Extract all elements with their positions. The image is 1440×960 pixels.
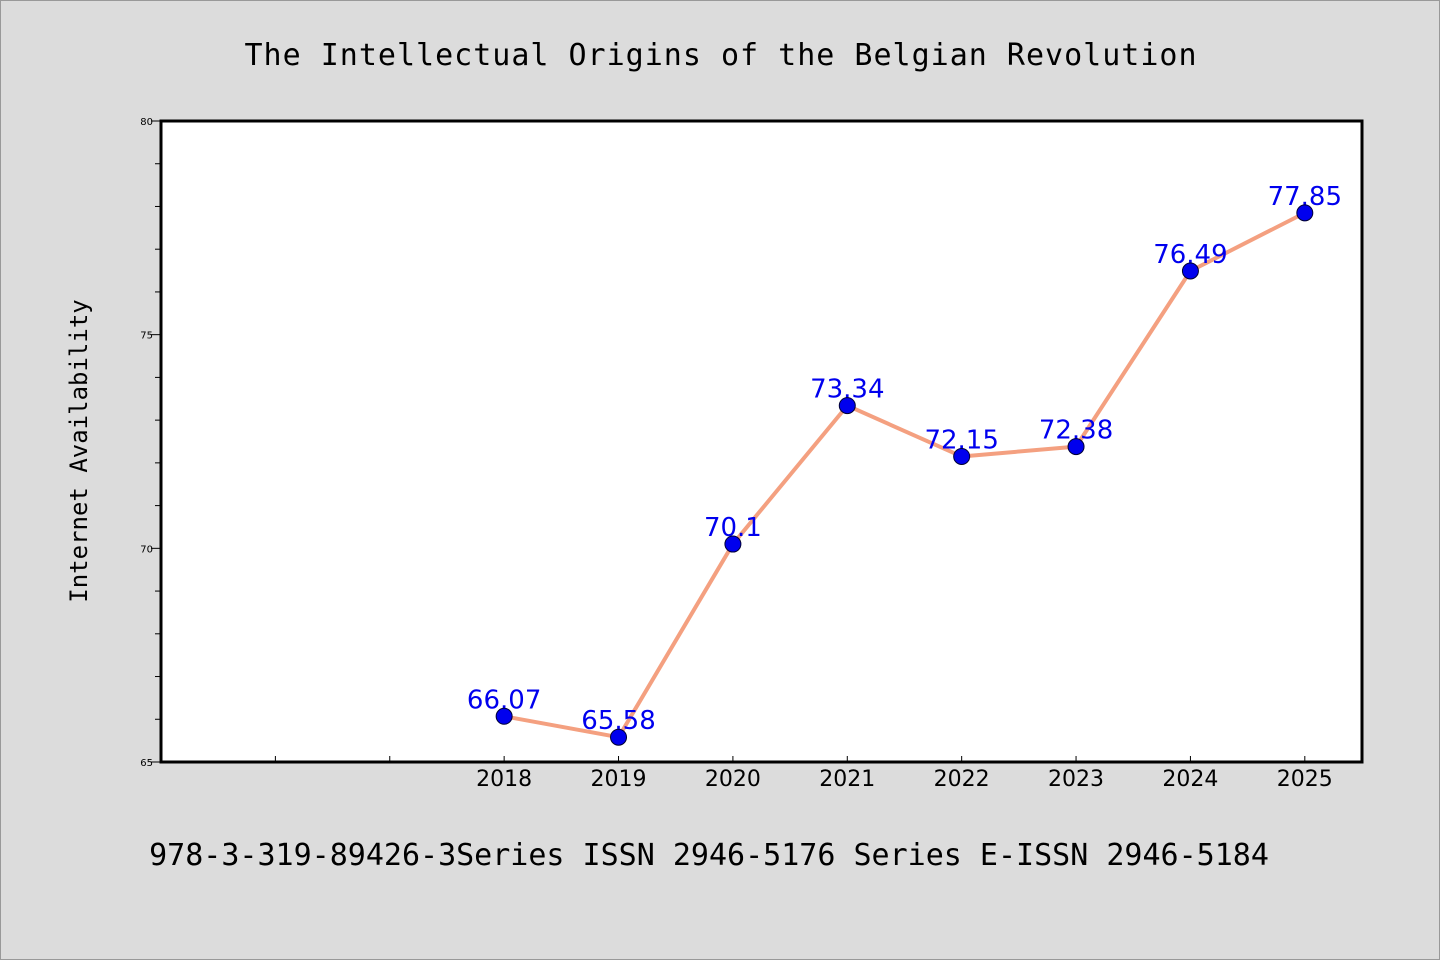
x-tick-label: 2025 <box>1277 767 1333 792</box>
y-tick-label: 75 <box>140 331 153 342</box>
data-point <box>838 397 856 415</box>
data-point <box>1067 438 1085 456</box>
plot-area <box>159 119 1364 764</box>
data-point <box>724 535 742 553</box>
x-tick-label: 2020 <box>705 767 761 792</box>
y-tick-label: 70 <box>140 544 153 555</box>
data-point <box>495 707 513 725</box>
footer-isbn-issn: 978-3-319-89426-3Series ISSN 2946-5176 S… <box>149 838 1269 873</box>
y-tick-label: 65 <box>140 758 153 769</box>
x-tick-label: 2021 <box>819 767 875 792</box>
y-axis-label: Internet Availability <box>65 299 93 602</box>
data-point <box>953 447 971 465</box>
series-line <box>502 210 1307 740</box>
data-point <box>1296 204 1314 222</box>
chart-title: The Intellectual Origins of the Belgian … <box>244 38 1197 73</box>
data-point <box>1181 262 1199 280</box>
data-point <box>610 728 628 746</box>
x-tick-label: 2024 <box>1162 767 1218 792</box>
x-axis-ticks: 2018 2019 2020 2021 2022 2023 2024 2025 <box>274 756 1333 792</box>
x-tick-label: 2019 <box>591 767 647 792</box>
x-tick-label: 2023 <box>1048 767 1104 792</box>
x-tick-label: 2022 <box>934 767 990 792</box>
x-tick-label: 2018 <box>476 767 532 792</box>
y-tick-label: 80 <box>140 117 153 128</box>
y-axis-ticks: 65 70 75 80 <box>140 117 161 769</box>
